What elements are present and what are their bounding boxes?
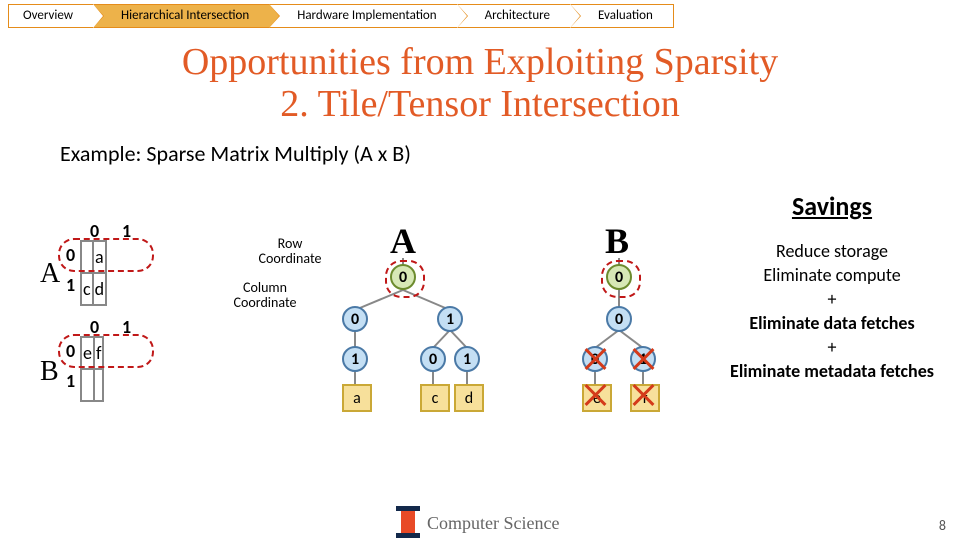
tree-a-lvl3-right-1: 1 [454,346,480,372]
tree-b-lvl3-1-cross-icon [631,347,655,371]
savings-line-1: Eliminate compute [722,264,942,286]
tree-b-lvl3-0-cross-icon [583,347,607,371]
tree-a-lvl2-1: 1 [437,306,463,332]
matrix-b-cell-11 [94,369,104,401]
tree-b-leaf-e-cross-icon [583,383,607,407]
matrix-a-label: A [40,258,60,290]
tree-a-leaf-d: d [454,384,484,412]
illinois-logo-icon [401,511,415,533]
tree-a-lvl1-highlight [385,260,425,298]
title-line-2: 2. Tile/Tensor Intersection [280,83,679,125]
savings-plus-1: + [722,336,942,358]
matrix-b-cell-10 [81,369,94,401]
tree-a-lvl3-left-0: 1 [342,346,368,372]
page-title: Opportunities from Exploiting Sparsity 2… [0,42,960,126]
nav-hardware-implementation[interactable]: Hardware Implementation [269,4,456,28]
matrix-b-row-1: 1 [66,370,75,392]
trees-region: RowCoordinate ColumnCoordinate A 0 0 1 1… [235,230,735,440]
nav-evaluation[interactable]: Evaluation [570,4,674,28]
savings-line-0: Reduce storage [722,240,942,262]
nav-hierarchical-intersection[interactable]: Hierarchical Intersection [93,4,269,28]
example-subtitle: Example: Sparse Matrix Multiply (A x B) [60,140,960,167]
page-number: 8 [939,517,946,534]
tree-a-lvl2-0: 0 [342,306,368,332]
tree-a-leaf-a: a [342,384,372,412]
matrix-b-highlight-row0 [58,334,154,368]
tree-b-lvl1-highlight [601,260,641,298]
savings-heading: Savings [722,190,942,222]
footer-text: Computer Science [427,513,559,533]
nav-architecture[interactable]: Architecture [457,4,570,28]
breadcrumb-nav: Overview Hierarchical Intersection Hardw… [0,0,960,32]
tree-a-leaf-c: c [420,384,450,412]
matrix-a-cell-10: c [81,273,93,305]
matrix-a-cell-11: d [93,273,106,305]
title-line-1: Opportunities from Exploiting Sparsity [182,41,778,83]
matrix-a-highlight-row0 [58,238,154,272]
tree-a-lvl3-right-0: 0 [420,346,446,372]
matrix-b-label: B [40,356,59,388]
savings-line-5: Eliminate metadata fetches [722,360,942,382]
savings-column: Savings Reduce storage Eliminate compute… [722,190,942,382]
matrix-a-row-1: 1 [66,274,75,296]
nav-overview[interactable]: Overview [8,4,93,28]
savings-line-3: Eliminate data fetches [722,312,942,334]
tree-b-leaf-f-cross-icon [631,383,655,407]
savings-plus-0: + [722,288,942,310]
footer: Computer Science [0,511,960,534]
tree-b-lvl2-0: 0 [606,306,632,332]
